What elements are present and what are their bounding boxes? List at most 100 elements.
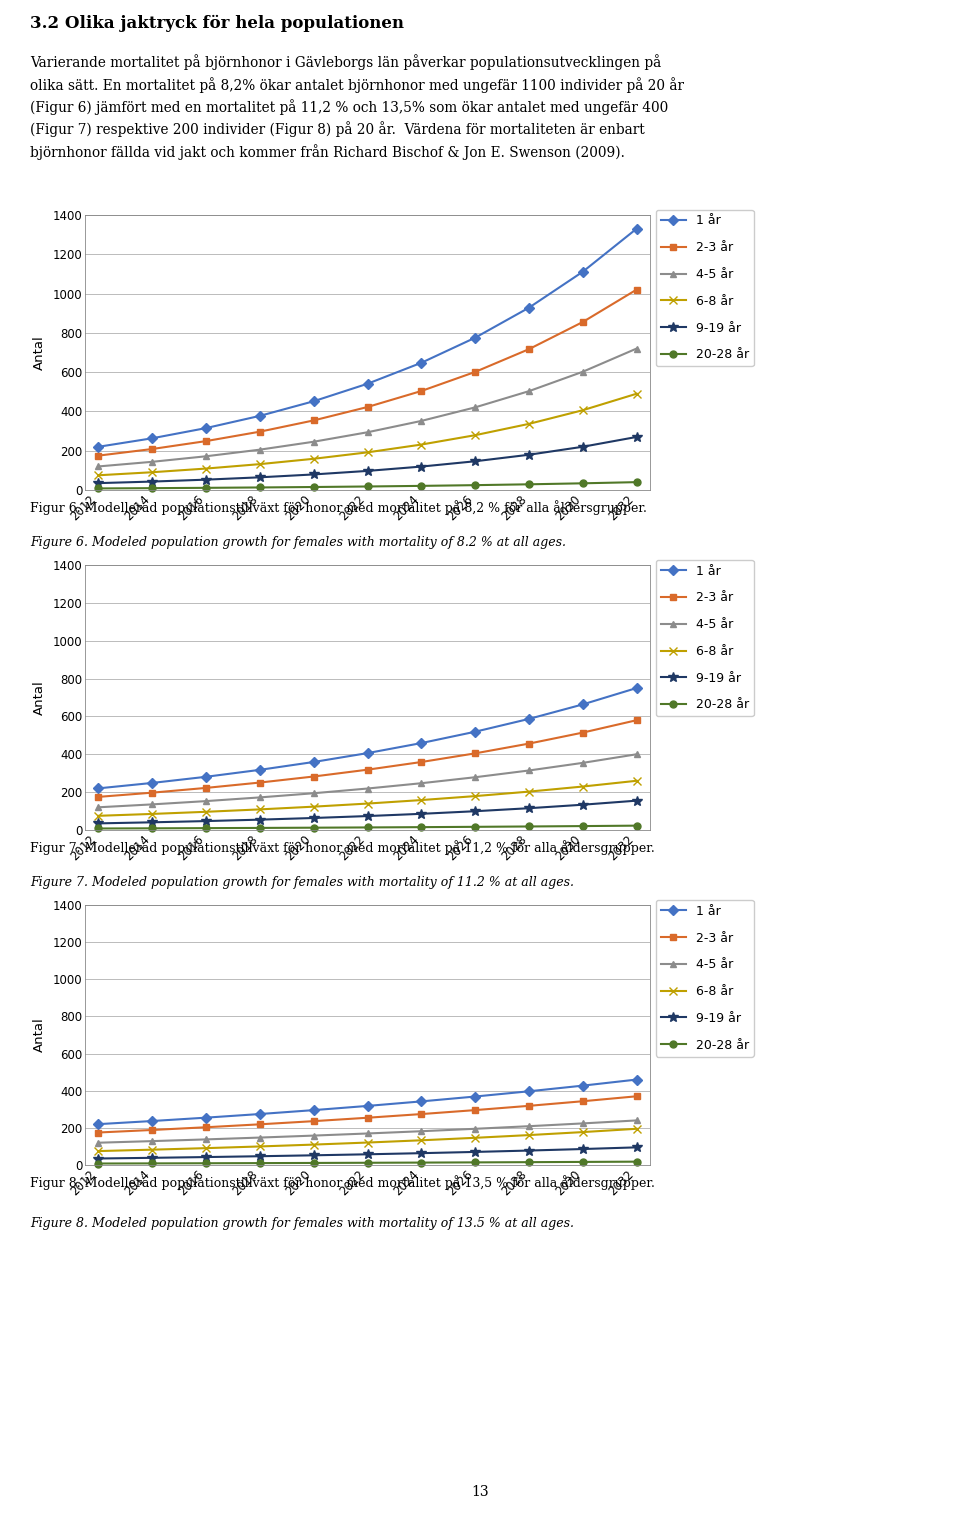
20-28 år: [254, 478, 266, 497]
1 år: [93, 437, 105, 455]
4-5 år: [631, 1111, 642, 1129]
1 år: [308, 753, 320, 772]
2-3 år: [201, 779, 212, 798]
1 år: [416, 353, 427, 371]
6-8 år: [201, 1138, 212, 1157]
Y-axis label: Antal: Antal: [33, 1018, 45, 1053]
9-19 år: [308, 1146, 320, 1164]
2-3 år: [93, 788, 105, 807]
20-28 år: [469, 477, 481, 495]
1 år: [254, 406, 266, 425]
1 år: [147, 429, 158, 448]
9-19 år: [523, 446, 535, 465]
1 år: [147, 1112, 158, 1131]
4-5 år: [577, 362, 588, 380]
9-19 år: [631, 1138, 642, 1157]
1 år: [254, 761, 266, 779]
6-8 år: [416, 435, 427, 454]
2-3 år: [631, 711, 642, 729]
9-19 år: [631, 792, 642, 810]
9-19 år: [631, 428, 642, 446]
9-19 år: [362, 1144, 373, 1163]
2-3 år: [523, 341, 535, 359]
20-28 år: [523, 817, 535, 836]
1 år: [577, 695, 588, 714]
2-3 år: [523, 1097, 535, 1115]
2-3 år: [254, 1115, 266, 1134]
20-28 år: [577, 817, 588, 836]
1 år: [362, 1097, 373, 1115]
4-5 år: [469, 769, 481, 787]
2-3 år: [93, 1123, 105, 1141]
9-19 år: [469, 452, 481, 471]
2-3 år: [416, 753, 427, 772]
9-19 år: [416, 1144, 427, 1163]
20-28 år: [147, 1154, 158, 1172]
2-3 år: [254, 423, 266, 442]
9-19 år: [469, 802, 481, 821]
6-8 år: [201, 802, 212, 821]
2-3 år: [93, 446, 105, 465]
2-3 år: [469, 1102, 481, 1120]
4-5 år: [147, 452, 158, 471]
9-19 år: [469, 1143, 481, 1161]
20-28 år: [523, 1154, 535, 1172]
2-3 år: [254, 773, 266, 792]
1 år: [631, 220, 642, 238]
Text: 3.2 Olika jaktryck för hela populationen: 3.2 Olika jaktryck för hela populationen: [30, 15, 404, 32]
Legend: 1 år, 2-3 år, 4-5 år, 6-8 år, 9-19 år, 20-28 år: 1 år, 2-3 år, 4-5 år, 6-8 år, 9-19 år, 2…: [656, 900, 754, 1056]
9-19 år: [93, 1149, 105, 1167]
4-5 år: [308, 784, 320, 802]
2-3 år: [147, 440, 158, 458]
20-28 år: [254, 1154, 266, 1172]
4-5 år: [93, 1134, 105, 1152]
4-5 år: [254, 440, 266, 458]
1 år: [201, 767, 212, 785]
Line: 6-8 år: 6-8 år: [94, 1125, 640, 1155]
4-5 år: [469, 1120, 481, 1138]
2-3 år: [308, 1112, 320, 1131]
2-3 år: [577, 1093, 588, 1111]
4-5 år: [362, 1125, 373, 1143]
Text: Figure 7. Modeled population growth for females with mortality of 11.2 % at all : Figure 7. Modeled population growth for …: [30, 876, 574, 889]
4-5 år: [254, 1128, 266, 1146]
4-5 år: [362, 779, 373, 798]
Line: 4-5 år: 4-5 år: [95, 345, 640, 471]
4-5 år: [523, 761, 535, 779]
1 år: [201, 1108, 212, 1126]
4-5 år: [416, 411, 427, 429]
20-28 år: [631, 816, 642, 834]
9-19 år: [523, 1141, 535, 1160]
1 år: [416, 733, 427, 752]
20-28 år: [577, 1152, 588, 1170]
6-8 år: [93, 807, 105, 825]
1 år: [577, 263, 588, 281]
4-5 år: [577, 753, 588, 772]
6-8 år: [362, 1134, 373, 1152]
9-19 år: [577, 796, 588, 814]
4-5 år: [93, 457, 105, 475]
1 år: [523, 1082, 535, 1100]
Line: 20-28 år: 20-28 år: [95, 822, 640, 831]
9-19 år: [147, 472, 158, 490]
1 år: [631, 678, 642, 697]
1 år: [362, 374, 373, 393]
Text: Figure 8. Modeled population growth for females with mortality of 13.5 % at all : Figure 8. Modeled population growth for …: [30, 1218, 574, 1230]
4-5 år: [523, 382, 535, 400]
20-28 år: [416, 1154, 427, 1172]
20-28 år: [201, 478, 212, 497]
20-28 år: [308, 819, 320, 837]
4-5 år: [308, 432, 320, 451]
2-3 år: [362, 761, 373, 779]
9-19 år: [93, 814, 105, 833]
20-28 år: [631, 1152, 642, 1170]
1 år: [254, 1105, 266, 1123]
9-19 år: [308, 808, 320, 827]
Text: Figur 8. Modellerad populationstillväxt för honor med mortalitet på 13,5 % för a: Figur 8. Modellerad populationstillväxt …: [30, 1175, 655, 1190]
Y-axis label: Antal: Antal: [33, 335, 45, 370]
1 år: [147, 773, 158, 792]
6-8 år: [147, 805, 158, 824]
6-8 år: [469, 1129, 481, 1148]
4-5 år: [631, 339, 642, 358]
4-5 år: [523, 1117, 535, 1135]
